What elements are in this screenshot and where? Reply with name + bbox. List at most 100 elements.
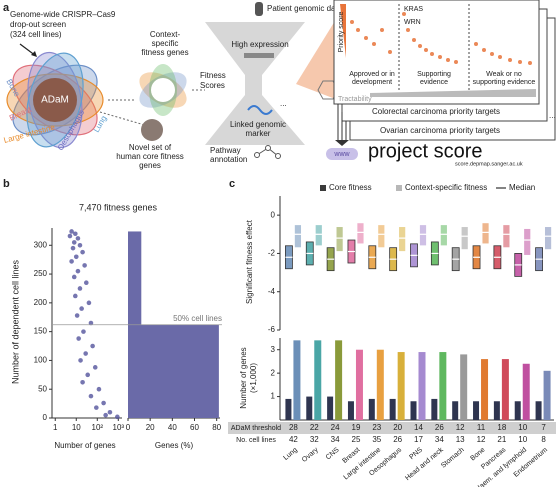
- dot: [388, 50, 392, 54]
- point: [73, 254, 79, 260]
- web-text: www: [333, 151, 350, 158]
- y-tick-label: -4: [268, 287, 276, 296]
- dot: [350, 20, 354, 24]
- box: [544, 226, 552, 250]
- box: [502, 224, 511, 249]
- y-axis-label: (×1,000): [249, 363, 258, 393]
- point: [78, 358, 83, 363]
- x-tick-label: 80: [212, 423, 221, 432]
- x-tick-label: 10³: [113, 423, 125, 432]
- panel-a: a Genome-wide CRISPR–Cas9 drop-out scree…: [3, 0, 556, 170]
- box: [377, 224, 386, 249]
- point: [80, 380, 85, 385]
- venn-hole: [151, 78, 175, 102]
- bar: [481, 359, 489, 420]
- x-tick-label: 60: [190, 423, 199, 432]
- gene-label: WRN: [404, 19, 421, 26]
- box: [294, 224, 302, 249]
- category-label: PNS: [408, 446, 424, 461]
- x-axis-label: Number of genes: [54, 441, 115, 450]
- table-cell: 18: [497, 423, 506, 432]
- y-tick-label: 300: [34, 240, 48, 249]
- y-tick-label: 250: [34, 269, 48, 278]
- point: [69, 229, 74, 234]
- table-cell: 35: [372, 435, 381, 444]
- pathway-text: annotation: [210, 155, 247, 164]
- screen-text: (324 cell lines): [10, 30, 62, 39]
- table-cell: 19: [352, 423, 361, 432]
- bar: [335, 340, 343, 420]
- group-label: Approved or in: [349, 71, 395, 78]
- core-text: Novel set of: [129, 143, 172, 152]
- box: [335, 226, 344, 252]
- fan: [296, 16, 338, 100]
- expression-text: High expression: [231, 40, 288, 49]
- reference-label: 50% cell lines: [173, 314, 222, 323]
- point: [94, 405, 99, 410]
- table-cell: 12: [477, 435, 486, 444]
- card-title: Ovarian carcinoma priority targets: [380, 126, 500, 135]
- dot: [454, 60, 458, 64]
- row-label: ADaM threshold: [231, 425, 281, 432]
- y-axis-label: Significant fitness effect: [245, 219, 254, 304]
- table-cell: 23: [372, 423, 381, 432]
- y-tick-label: 1: [271, 392, 276, 401]
- bar: [327, 396, 334, 420]
- bar: [535, 401, 542, 420]
- bar: [128, 231, 142, 325]
- y-axis-label: Number of dependent cell lines: [10, 259, 20, 384]
- dot: [518, 60, 522, 64]
- bar: [389, 398, 396, 420]
- point: [85, 372, 91, 378]
- x-tick-label: 20: [146, 423, 155, 432]
- category-label: Bone: [469, 447, 486, 463]
- point: [88, 320, 94, 326]
- bar: [493, 401, 500, 420]
- panel-label: a: [3, 2, 10, 14]
- bar: [431, 398, 438, 420]
- ellipsis: ...: [549, 111, 556, 120]
- venn-center: ADaM: [41, 95, 69, 106]
- bar: [501, 359, 509, 420]
- row-label: No. cell lines: [236, 437, 276, 444]
- screen-text: Genome-wide CRISPR–Cas9: [10, 10, 116, 19]
- patient-text: Patient genomic data: [267, 4, 343, 13]
- bar: [439, 352, 447, 420]
- x-tick-label: 10²: [92, 423, 104, 432]
- point: [90, 343, 95, 349]
- x-axis-label: Genes (%): [155, 441, 194, 450]
- table-cell: 26: [393, 435, 402, 444]
- web-icon: [326, 148, 358, 160]
- bar: [285, 398, 292, 420]
- dot: [406, 28, 410, 32]
- point: [101, 400, 106, 406]
- table-cell: 25: [352, 435, 361, 444]
- point: [73, 293, 78, 299]
- category-label: Stomach: [440, 447, 466, 470]
- point: [107, 409, 113, 415]
- bar: [543, 370, 551, 420]
- group-label: Supporting: [417, 71, 451, 78]
- bar: [460, 354, 468, 420]
- dot: [446, 58, 450, 62]
- group-label: supporting evidence: [473, 79, 536, 86]
- point: [103, 412, 108, 418]
- table-cell: 14: [414, 423, 423, 432]
- pathway-node: [254, 152, 260, 158]
- point: [69, 259, 74, 264]
- x-tick-label: 10: [72, 423, 81, 432]
- card-front: [333, 0, 540, 105]
- point: [92, 365, 98, 370]
- y-tick-label: 150: [34, 327, 48, 336]
- table-row-bg: [228, 422, 556, 434]
- point: [76, 336, 81, 341]
- table-cell: 17: [414, 435, 423, 444]
- category-label: CNS: [325, 446, 341, 461]
- dot: [356, 28, 360, 32]
- scores-text: Fitness: [200, 71, 226, 80]
- table-cell: 10: [518, 423, 527, 432]
- bar: [452, 401, 459, 420]
- bar: [473, 401, 480, 420]
- y-tick-label: 50: [38, 384, 47, 393]
